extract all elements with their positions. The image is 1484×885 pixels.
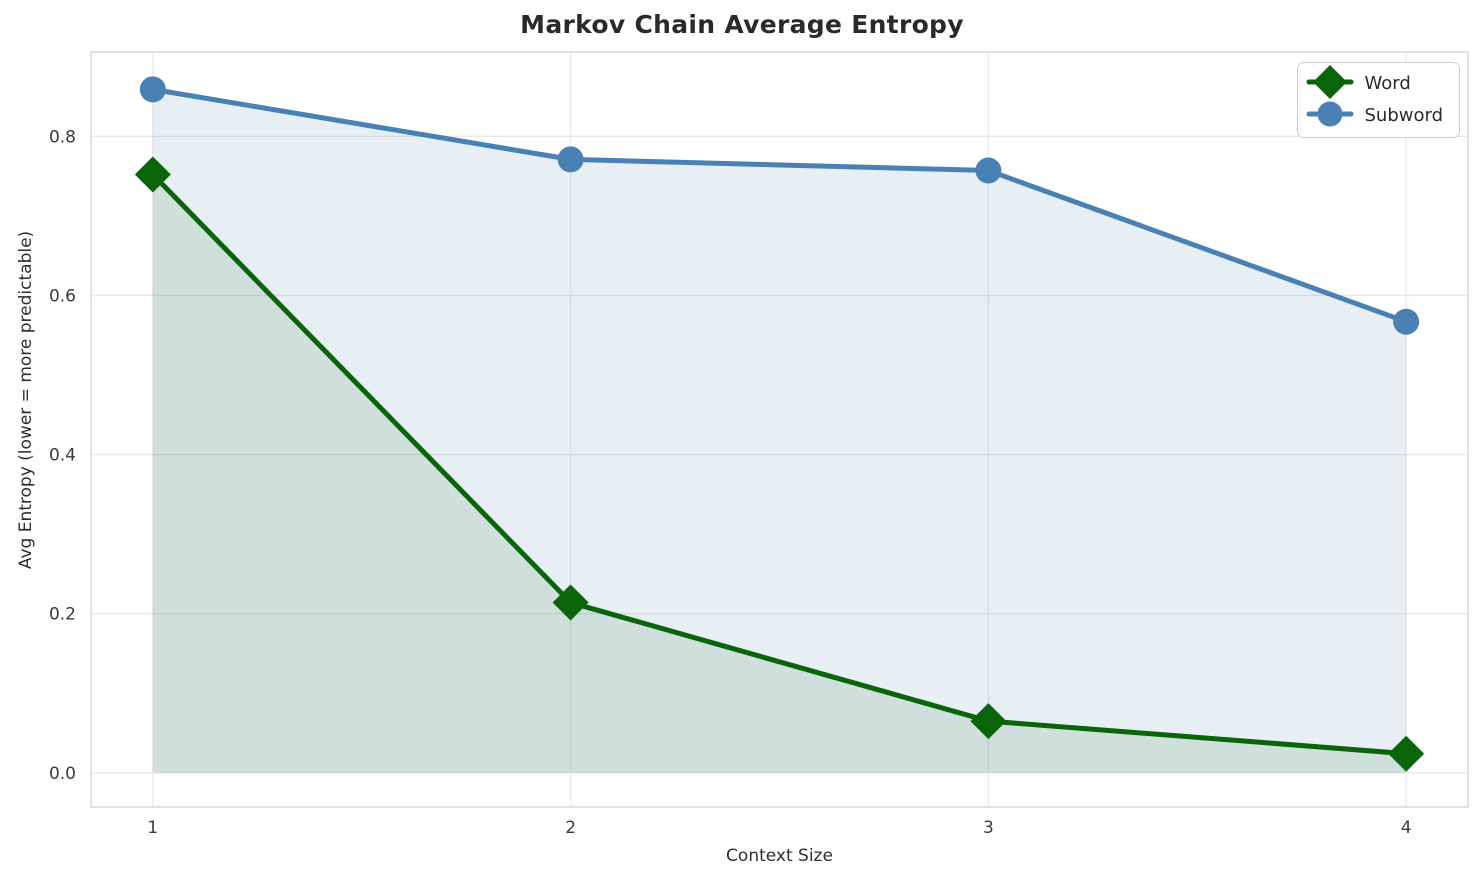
x-axis-label: Context Size — [726, 846, 833, 866]
word-marker — [134, 156, 171, 193]
y-axis-label: Avg Entropy (lower = more predictable) — [16, 230, 36, 570]
subword-area — [152, 89, 1407, 773]
legend-label-subword: Subword — [1364, 105, 1443, 126]
y-tick-label: 0.6 — [49, 286, 76, 306]
x-tick-label: 1 — [147, 818, 158, 838]
y-tick-label: 0.2 — [49, 605, 76, 625]
word-marker — [552, 584, 589, 621]
x-tick-label: 2 — [565, 818, 576, 838]
y-tick-label: 0.4 — [49, 446, 76, 466]
legend-item-subword: Subword — [1306, 101, 1443, 131]
y-tick-label: 0.0 — [49, 764, 76, 784]
subword-marker — [975, 157, 1002, 184]
word-marker — [1388, 735, 1425, 772]
word-legend-marker — [1306, 65, 1354, 99]
legend-item-word: Word — [1306, 65, 1443, 99]
x-tick-label: 4 — [1401, 818, 1412, 838]
legend-label-word: Word — [1364, 73, 1411, 94]
y-tick-label: 0.8 — [49, 127, 76, 147]
subword-marker — [1393, 308, 1420, 335]
legend: Word Subword — [1297, 62, 1460, 138]
subword-legend-marker — [1306, 101, 1354, 127]
subword-legend-marker-slot — [1306, 96, 1354, 136]
word-line — [150, 172, 1409, 757]
word-marker — [970, 703, 1007, 740]
axes-border — [90, 51, 1469, 808]
chart-title: Markov Chain Average Entropy — [520, 10, 964, 39]
subword-line — [150, 86, 1409, 325]
word-area — [152, 174, 1407, 773]
word-legend-marker-slot — [1306, 64, 1354, 104]
subword-marker — [557, 146, 584, 173]
subword-marker — [139, 76, 166, 103]
x-tick-label: 3 — [983, 818, 994, 838]
